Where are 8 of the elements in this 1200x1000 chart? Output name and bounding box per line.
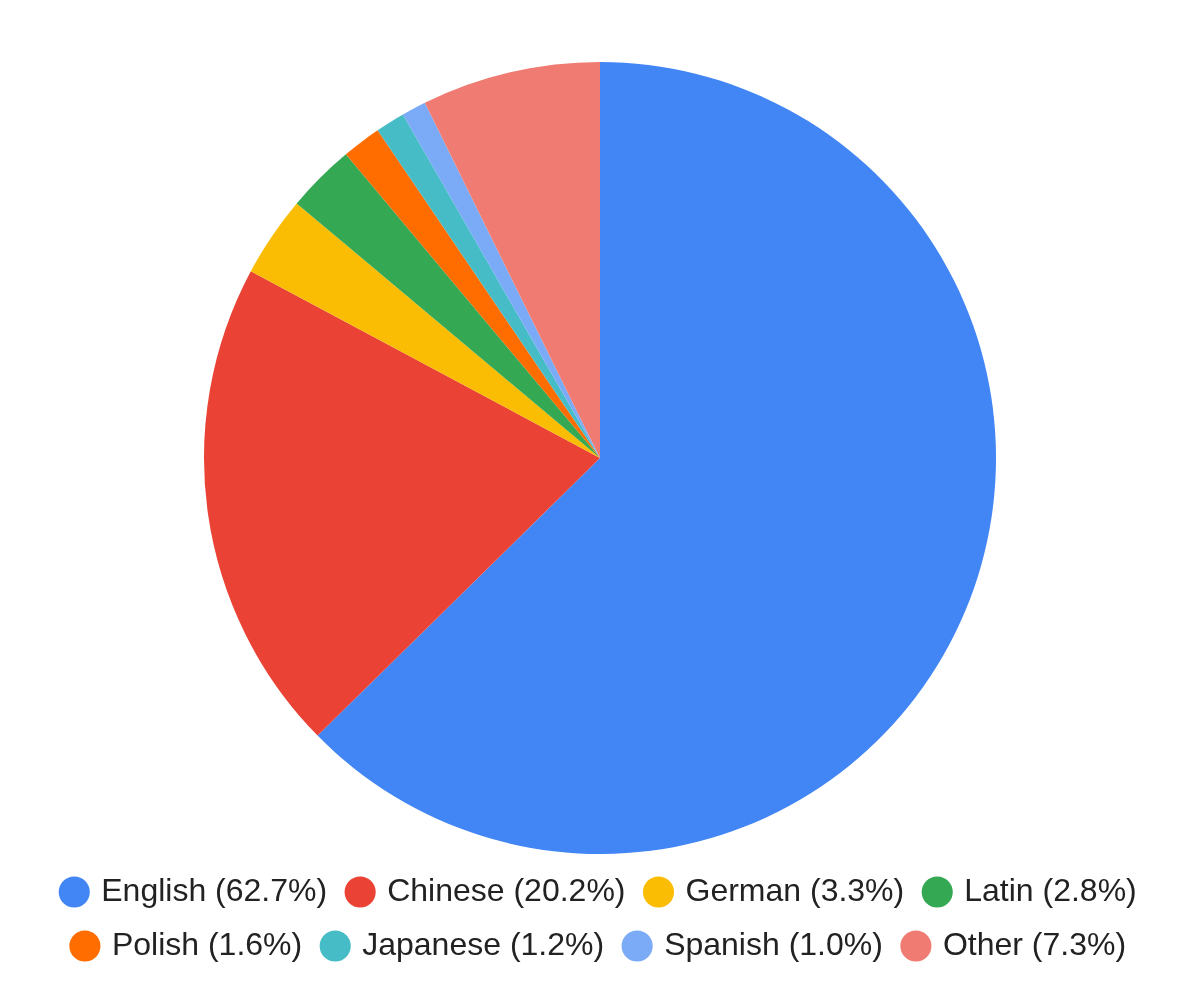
legend-label: English (62.7%) [101, 871, 328, 908]
legend-label: Polish (1.6%) [111, 925, 303, 962]
legend-label: Chinese (20.2%) [387, 871, 626, 908]
legend-label: Spanish (1.0%) [664, 925, 883, 962]
legend-label: German (3.3%) [685, 871, 905, 908]
legend-label: Other (7.3%) [942, 925, 1127, 962]
legend-label: Japanese (1.2%) [362, 925, 605, 962]
legend-label: Latin (2.8%) [964, 871, 1137, 908]
